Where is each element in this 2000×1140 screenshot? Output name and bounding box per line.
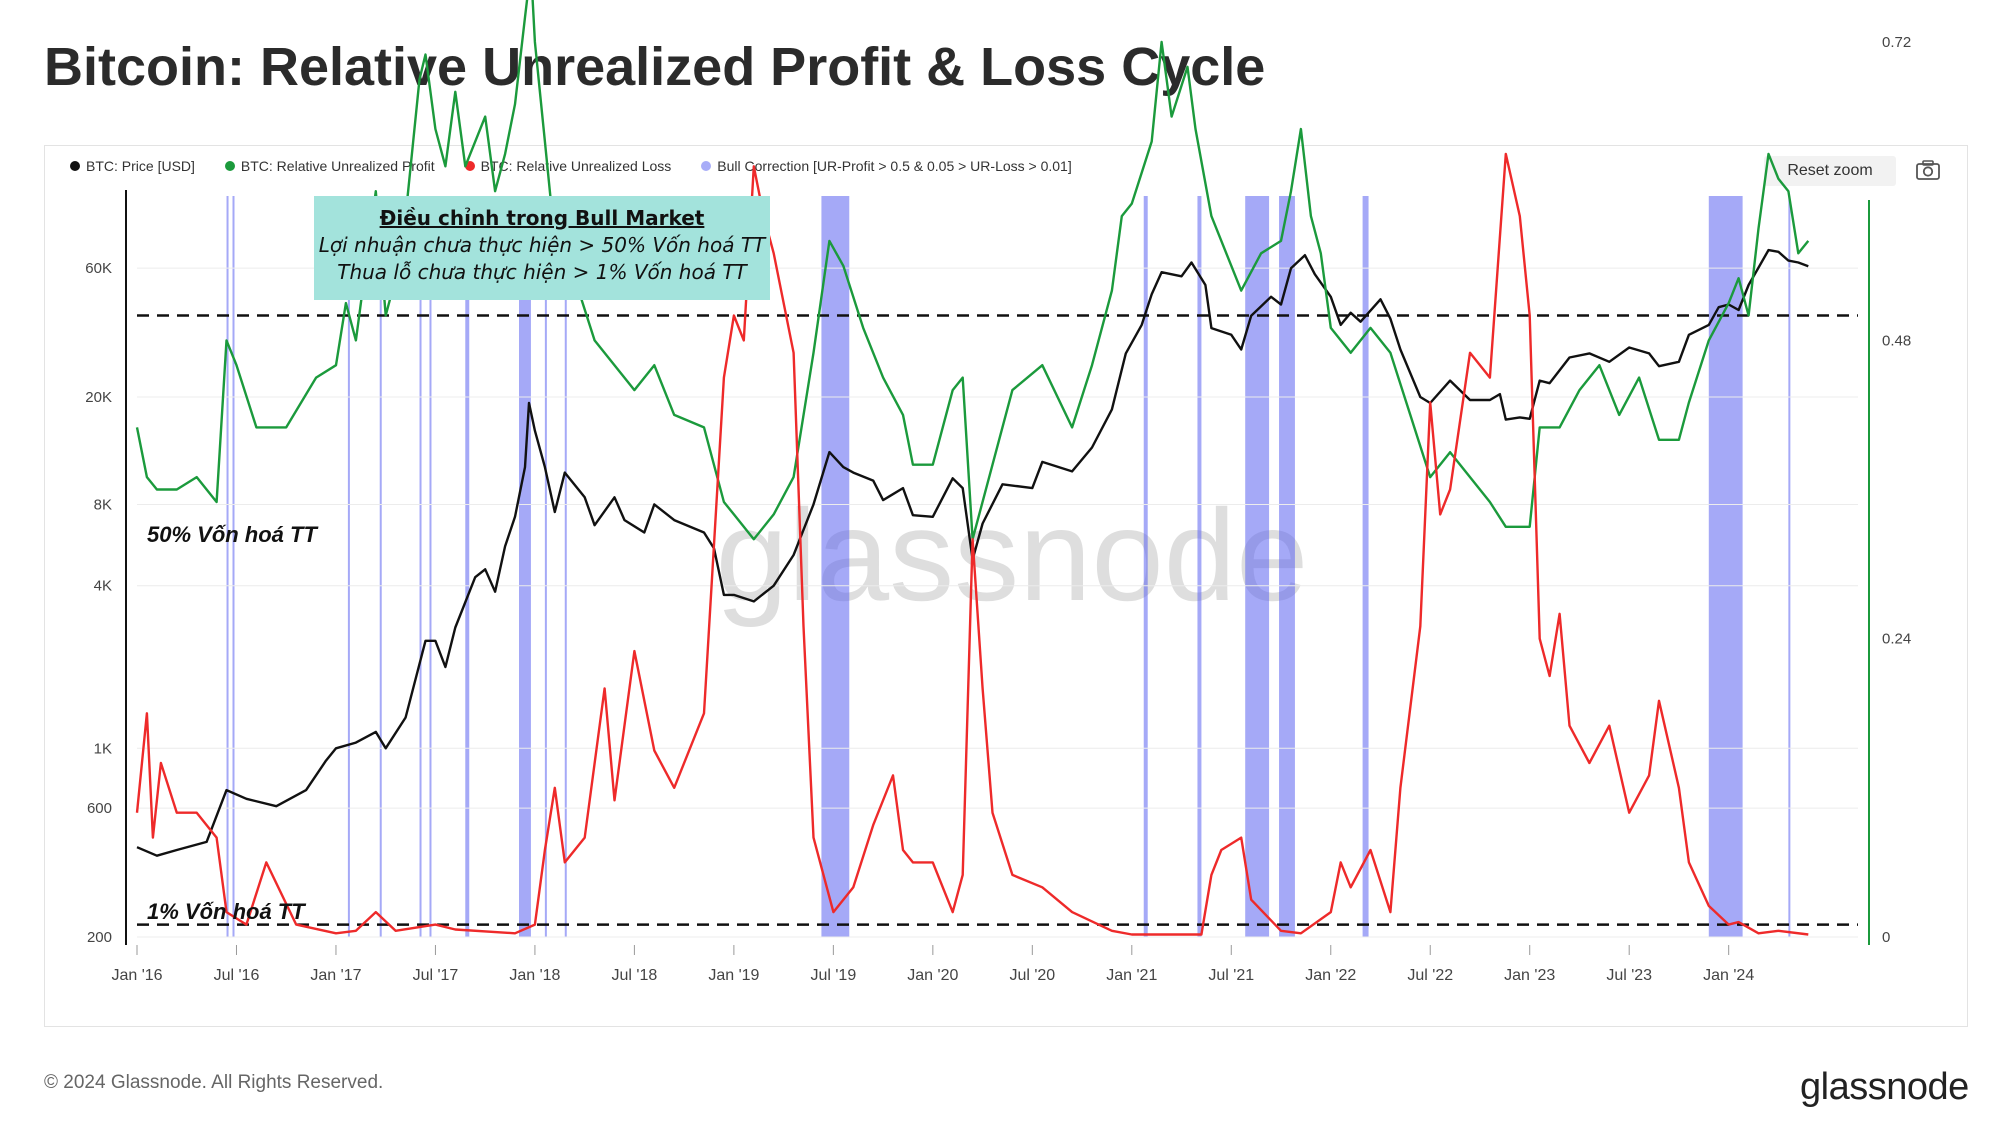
annotation-line-1: Lợi nhuận chưa thực hiện > 50% Vốn hoá T… — [318, 233, 766, 257]
legend-label-loss: BTC: Relative Unrealized Loss — [480, 158, 672, 174]
camera-icon[interactable] — [1916, 160, 1940, 180]
y-right-tick-label: 0.72 — [1882, 34, 1911, 51]
legend-item-bull-correction[interactable]: Bull Correction [UR-Profit > 0.5 & 0.05 … — [701, 158, 1072, 174]
legend-dot-loss — [464, 161, 475, 171]
legend-item-price[interactable]: BTC: Price [USD] — [70, 158, 195, 174]
chart-legend: BTC: Price [USD] BTC: Relative Unrealize… — [70, 158, 1072, 174]
page-title: Bitcoin: Relative Unrealized Profit & Lo… — [44, 37, 1266, 97]
legend-item-profit[interactable]: BTC: Relative Unrealized Profit — [224, 158, 435, 174]
copyright-text: © 2024 Glassnode. All Rights Reserved. — [44, 1072, 384, 1093]
annotation-title: Điều chỉnh trong Bull Market — [379, 206, 705, 230]
legend-item-loss[interactable]: BTC: Relative Unrealized Loss — [464, 158, 672, 174]
legend-label-bull-correction: Bull Correction [UR-Profit > 0.5 & 0.05 … — [717, 158, 1072, 174]
brand-logo: glassnode — [1800, 1066, 1969, 1108]
reset-zoom-button[interactable]: Reset zoom — [1764, 156, 1896, 186]
ref-label-50pct: 50% Vốn hoá TT — [147, 522, 317, 547]
legend-dot-profit — [224, 161, 235, 171]
legend-dot-bull-correction — [701, 161, 712, 171]
annotation-line-2: Thua lỗ chưa thực hiện > 1% Vốn hoá TT — [337, 260, 747, 284]
annotation-box: Điều chỉnh trong Bull Market Lợi nhuận c… — [314, 196, 770, 300]
legend-label-price: BTC: Price [USD] — [86, 158, 195, 174]
legend-dot-price — [70, 161, 80, 171]
legend-label-profit: BTC: Relative Unrealized Profit — [240, 158, 435, 174]
ref-label-1pct: 1% Vốn hoá TT — [147, 899, 305, 924]
